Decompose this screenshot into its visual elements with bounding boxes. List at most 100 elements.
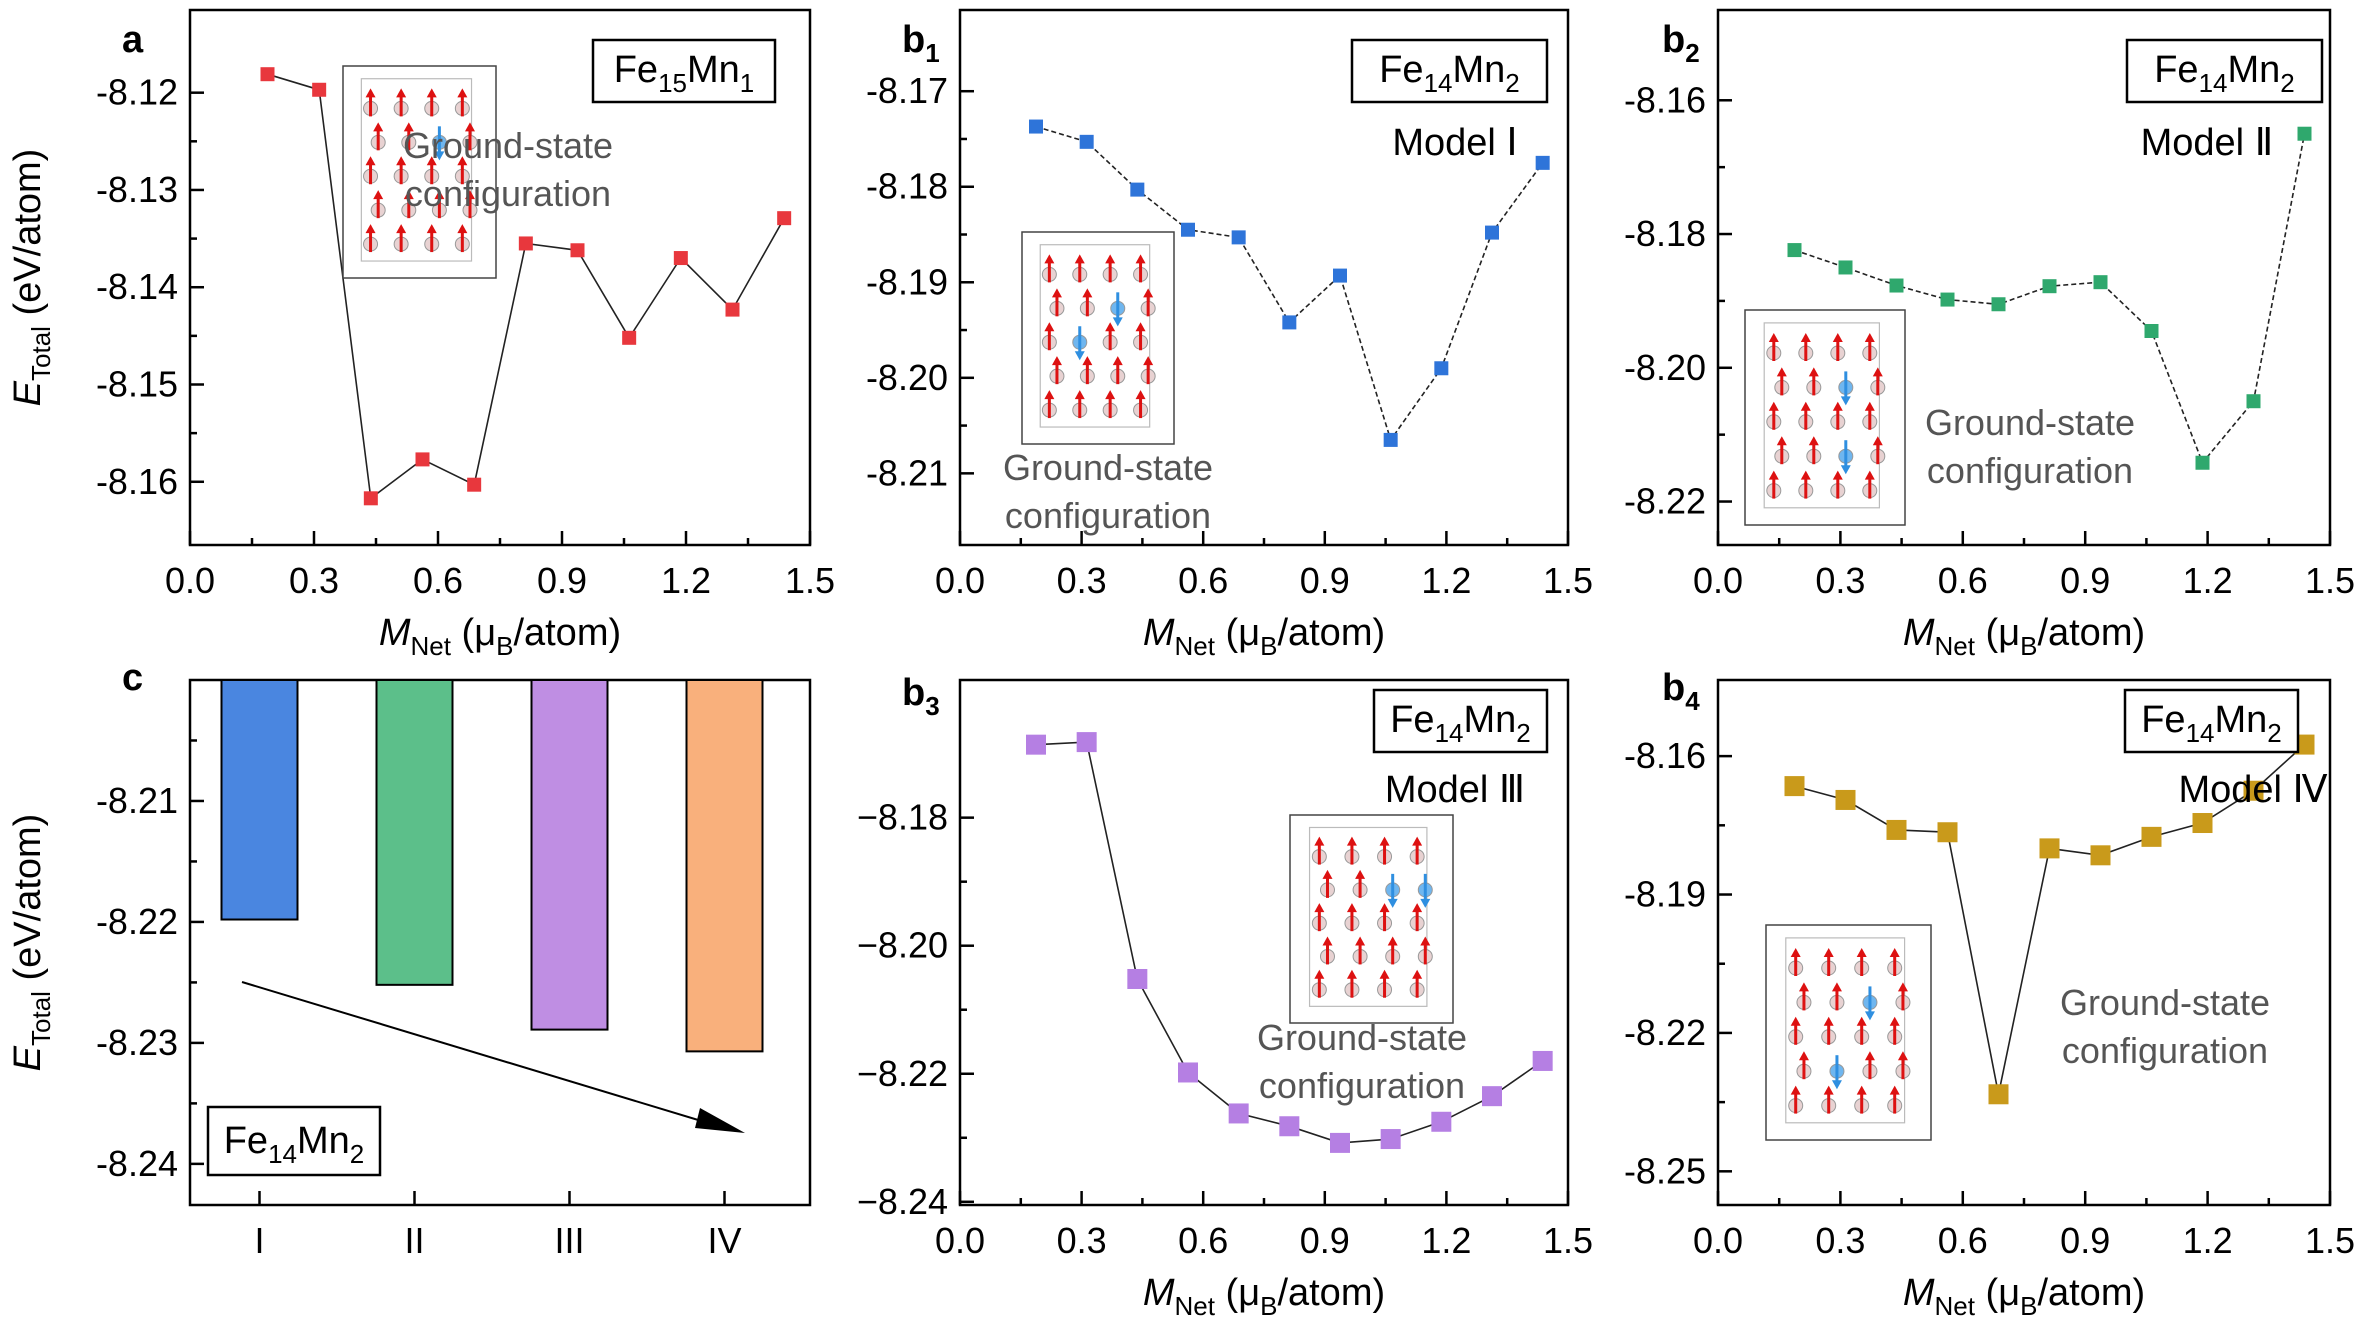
data-point	[1434, 361, 1449, 376]
spin-up-arrow-head	[1143, 356, 1154, 366]
x-axis-symbol: M	[1903, 1272, 1935, 1314]
panel-label: a	[122, 19, 144, 61]
panel-b2: b20.0 0.3 0.6 0.9 1.2 1.5-8.22-8.20-8.18-8.16…	[1624, 8, 2355, 661]
x-axis-subscript: Net	[1175, 631, 1216, 661]
spin-up-arrow-head	[1112, 356, 1123, 366]
composition-box	[2125, 38, 2324, 104]
x-tick-label: 0.9	[537, 560, 587, 601]
panel-index: 3	[925, 691, 939, 721]
spin-up-arrow-head	[1135, 254, 1146, 264]
composition-box	[2123, 688, 2300, 754]
spin-up-arrow-head	[1314, 903, 1325, 913]
inset-structure	[1744, 309, 1906, 526]
y-tick-label: -8.20	[1624, 347, 1706, 388]
data-point	[415, 452, 430, 467]
x-axis-subscript: Net	[1935, 1291, 1976, 1319]
x-axis-label: MNet (μB/atom)	[1903, 612, 2145, 661]
data-point	[570, 243, 585, 258]
x-tick-label: 1.2	[2183, 560, 2233, 601]
data-point	[1076, 732, 1097, 753]
panel-b1: b1 0.0 0.3 0.6 0.9 1.2 1.5 -8.21 -8.20 -8.19 -8.18…	[866, 8, 1593, 661]
x-axis-unit: (μ	[1215, 1272, 1260, 1314]
x-tick-label: 0.6	[1178, 560, 1228, 601]
spin-up-arrow-head	[1135, 390, 1146, 400]
formula-element: Fe	[2141, 699, 2185, 741]
data-point	[1380, 1129, 1401, 1150]
y-tick-label: −8.22	[857, 1053, 948, 1094]
spin-down-arrow-head	[1387, 898, 1398, 908]
x-axis-symbol: M	[1903, 612, 1935, 654]
x-tick-label: 0.9	[1300, 560, 1350, 601]
y-axis-label: ETotal (eV/atom)	[7, 814, 56, 1072]
y-tick-label: -8.24	[96, 1143, 178, 1184]
x-axis-symbol: M	[379, 612, 411, 654]
y-tick-label: -8.19	[1624, 874, 1706, 915]
data-point	[1333, 268, 1347, 283]
x-tick-label: 0.0	[935, 1220, 985, 1261]
data-point	[1178, 1062, 1198, 1083]
spin-up-arrow-head	[1379, 903, 1390, 913]
x-tick-label: II	[404, 1220, 424, 1261]
data-point	[1940, 292, 1955, 307]
x-tick-label: 0.6	[413, 560, 463, 601]
x-tick-label: 1.2	[1421, 1220, 1471, 1261]
formula-count: 14	[2199, 68, 2228, 98]
spin-up-arrow-head	[426, 224, 437, 234]
lattice-box	[1785, 937, 1906, 1124]
spin-up-arrow-head	[1051, 288, 1062, 298]
spin-up-arrow-head	[1832, 333, 1843, 342]
x-tick-label: 1.2	[1421, 560, 1471, 601]
data-point	[1383, 432, 1398, 447]
data-point	[1991, 297, 2006, 312]
spin-up-arrow-head	[426, 88, 437, 98]
panel-label: b4	[1662, 667, 1700, 716]
y-axis-symbol: E	[7, 380, 49, 406]
spin-up-arrow-head	[1798, 1051, 1809, 1061]
y-tick-label: -8.21	[866, 452, 948, 493]
spin-down-arrow-head	[1074, 351, 1085, 361]
lattice-box	[1308, 826, 1428, 1007]
data-point	[1231, 230, 1246, 245]
y-tick-label: −8.20	[857, 925, 948, 966]
x-axis-symbol: M	[1143, 1272, 1175, 1314]
ground-state-line: Ground-state	[1257, 1017, 1467, 1058]
data-point	[622, 330, 637, 345]
x-tick-label: 0.3	[1057, 1220, 1107, 1261]
ground-state-line: configuration	[1259, 1065, 1465, 1106]
data-point	[2144, 324, 2159, 338]
spin-up-arrow-head	[396, 224, 407, 234]
data-point	[1485, 225, 1499, 240]
composition-box	[591, 38, 777, 104]
spin-up-arrow-head	[1832, 470, 1843, 480]
data-point	[1279, 1116, 1300, 1137]
spin-down-arrow-head	[1112, 317, 1123, 327]
spin-up-arrow-head	[1768, 333, 1779, 342]
spin-up-arrow-head	[1823, 948, 1834, 957]
formula-count: 14	[1435, 718, 1464, 748]
x-tick-label: 0.6	[1938, 1220, 1988, 1261]
x-tick-label: 1.5	[2305, 1220, 2355, 1261]
ground-state-label: Ground-state configuration	[403, 125, 613, 214]
data-point	[467, 477, 482, 492]
spin-up-arrow-head	[1790, 948, 1801, 957]
y-tick-label: -8.20	[866, 357, 948, 398]
data-point	[312, 82, 327, 97]
spin-up-arrow-head	[1051, 356, 1062, 366]
data-point	[1228, 1103, 1249, 1124]
spin-up-arrow-head	[1105, 390, 1116, 400]
spin-up-arrow-head	[464, 190, 475, 200]
spin-up-arrow-head	[1776, 436, 1787, 446]
spin-up-arrow-head	[1074, 390, 1085, 400]
composition-formula: Fe14Mn2	[2141, 699, 2282, 748]
formula-element: Fe	[2154, 49, 2198, 91]
formula-element: Fe	[1379, 49, 1423, 91]
ground-state-label: Ground-state configuration	[2060, 982, 2270, 1071]
x-axis-unit: (μ	[1975, 1272, 2020, 1314]
spin-down-arrow-head	[1840, 465, 1851, 475]
spin-up-arrow-head	[1314, 969, 1325, 979]
data-point	[1787, 243, 1802, 258]
composition-box	[1372, 688, 1549, 754]
spin-up-arrow-head	[365, 156, 376, 166]
